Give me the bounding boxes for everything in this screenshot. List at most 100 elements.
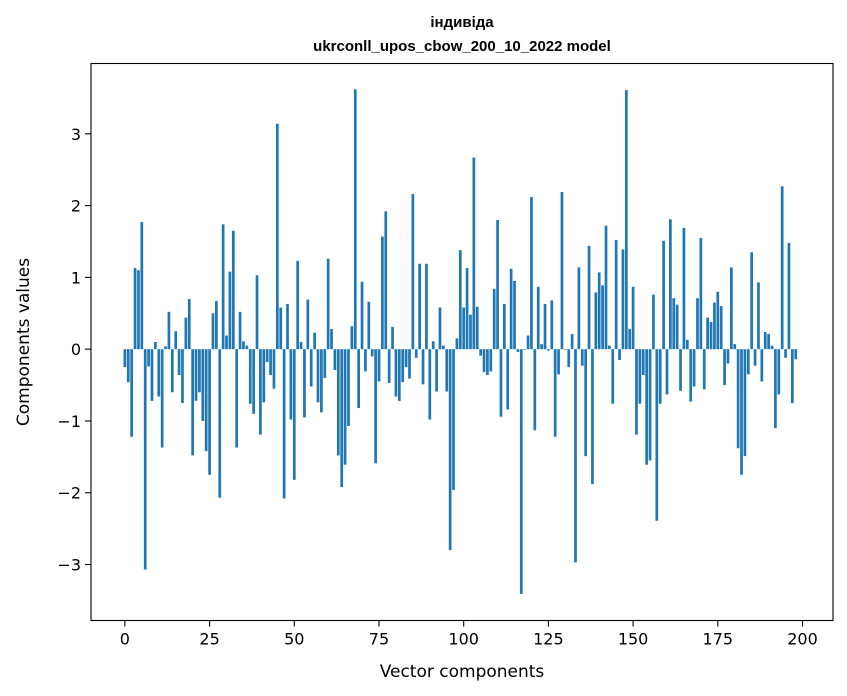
bar (645, 349, 649, 465)
bar (208, 349, 211, 475)
bar (675, 304, 679, 350)
bar (133, 268, 137, 350)
bar (730, 267, 733, 350)
bar (594, 292, 598, 350)
bar (523, 349, 527, 350)
bar (784, 349, 787, 358)
bar (692, 349, 696, 387)
bar (458, 250, 462, 350)
bar (370, 349, 374, 357)
x-tick-label: 50 (284, 630, 304, 649)
y-axis-ticks: −3 −2 −1 0 1 2 3 (57, 125, 91, 575)
bar (740, 349, 743, 475)
bar (150, 349, 154, 401)
bar (611, 349, 615, 404)
bar (255, 275, 259, 350)
bar (397, 349, 401, 401)
bar (343, 349, 347, 465)
bar (143, 349, 147, 570)
bar (526, 335, 530, 350)
bar (689, 349, 693, 402)
bar (181, 349, 184, 404)
bar (418, 263, 421, 350)
bar (391, 326, 394, 350)
bar (313, 332, 316, 350)
bar (364, 349, 367, 372)
x-tick-label: 75 (369, 630, 389, 649)
bar (296, 260, 300, 350)
bar (282, 349, 286, 499)
bar (597, 272, 601, 350)
bar (431, 341, 435, 350)
bar (292, 349, 296, 480)
bar (648, 349, 652, 461)
bar (631, 286, 635, 350)
bar (272, 349, 276, 389)
bar (411, 194, 415, 350)
bar (536, 286, 540, 350)
bar (570, 334, 574, 350)
bar (309, 349, 313, 387)
bar (394, 349, 398, 397)
bar (221, 224, 225, 350)
bar (604, 225, 608, 350)
bar (452, 349, 455, 490)
bar (323, 349, 327, 378)
bar (360, 281, 364, 350)
bar (635, 349, 638, 435)
bar (448, 349, 452, 551)
bar (624, 90, 628, 350)
bar (709, 321, 713, 350)
x-tick-label: 25 (199, 630, 219, 649)
bar (435, 349, 438, 392)
bar (621, 249, 625, 350)
bar (130, 349, 134, 437)
bar (465, 268, 469, 350)
bar (428, 349, 432, 420)
y-tick-label: 2 (71, 197, 81, 216)
bar (682, 227, 686, 350)
y-tick-label: −2 (57, 484, 81, 503)
bar (201, 349, 205, 421)
bar (445, 349, 449, 392)
bar (238, 311, 242, 350)
bar (482, 349, 486, 373)
bar (381, 236, 384, 350)
y-tick-label: −3 (57, 556, 81, 575)
bar (614, 240, 618, 350)
bar (652, 294, 655, 350)
bar (333, 349, 337, 370)
y-tick-label: −1 (57, 412, 81, 431)
bar (269, 349, 272, 376)
bar (235, 349, 239, 448)
bar (509, 268, 513, 350)
bar (574, 349, 577, 563)
bar (245, 345, 249, 350)
bar (167, 311, 171, 350)
bar (367, 301, 371, 350)
bar (215, 301, 218, 350)
bar (750, 252, 754, 350)
bar (479, 349, 482, 356)
bar (641, 349, 645, 376)
bar (794, 349, 798, 360)
bar (638, 349, 642, 404)
bar (306, 299, 310, 350)
chart-title: індивіда (430, 14, 494, 31)
bar (618, 349, 621, 360)
bar (513, 280, 516, 350)
x-tick-label: 175 (703, 630, 734, 649)
bar (170, 349, 174, 393)
bar (733, 344, 737, 350)
bar (225, 335, 228, 350)
bar (404, 349, 408, 368)
bar (726, 349, 730, 364)
bar (519, 349, 523, 594)
bar (567, 349, 571, 368)
bar (347, 349, 350, 426)
bar (330, 329, 333, 350)
bar (140, 222, 144, 350)
bar (303, 349, 306, 418)
bar (699, 237, 703, 350)
bar (753, 349, 757, 366)
